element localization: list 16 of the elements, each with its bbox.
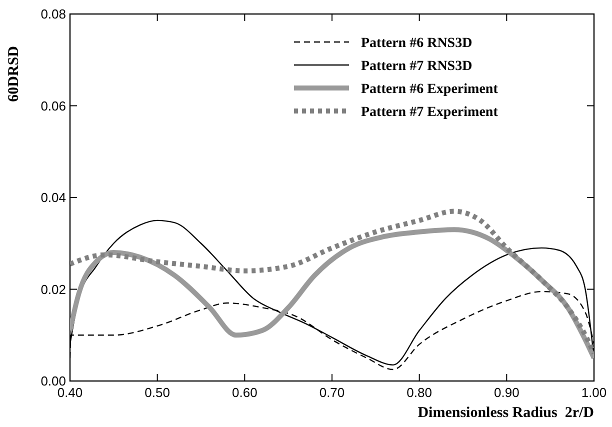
x-tick-label: 1.00 bbox=[581, 385, 607, 400]
x-tick-label: 0.70 bbox=[319, 385, 345, 400]
legend-label: Pattern #7 RNS3D bbox=[361, 59, 472, 74]
y-tick-label: 0.02 bbox=[40, 282, 66, 297]
x-tick-label: 0.80 bbox=[406, 385, 432, 400]
x-tick-label: 0.90 bbox=[494, 385, 520, 400]
legend-label: Pattern #6 Experiment bbox=[361, 82, 498, 97]
x-axis-title: Dimensionless Radius 2r/D bbox=[418, 405, 594, 421]
legend-label: Pattern #6 RNS3D bbox=[361, 36, 472, 51]
y-tick-label: 0.06 bbox=[40, 98, 66, 114]
legend-label: Pattern #7 Experiment bbox=[361, 105, 498, 120]
y-tick-label: 0.04 bbox=[40, 190, 66, 205]
x-tick-label: 0.60 bbox=[232, 385, 258, 400]
x-tick-label: 0.50 bbox=[144, 385, 170, 400]
y-axis-title: 60DRSD bbox=[6, 46, 22, 102]
y-tick-label: 0.08 bbox=[40, 6, 66, 22]
